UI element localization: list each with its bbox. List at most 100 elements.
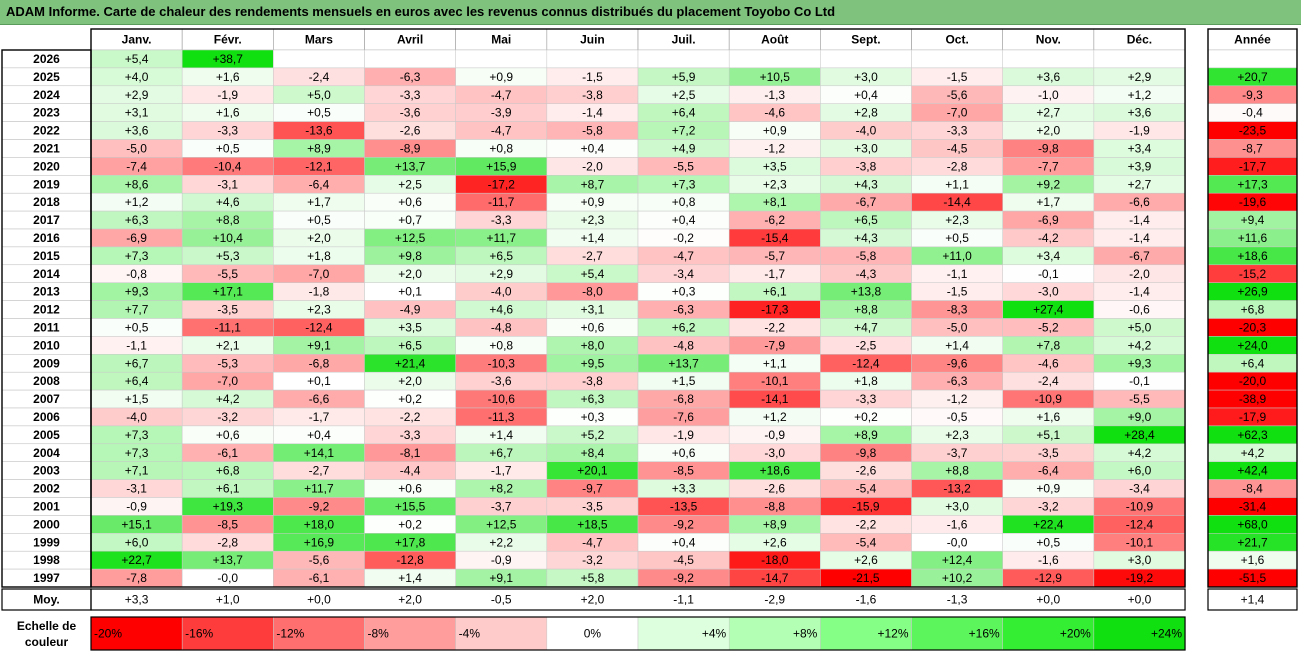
cell-value: +9,8 (398, 249, 422, 263)
cell-value: -6,4 (309, 177, 330, 191)
cell-value: +7,8 (1036, 338, 1060, 352)
cell-value: -14,4 (943, 195, 971, 209)
average-value: +3,3 (125, 593, 149, 607)
year-label-2026: 2026 (33, 52, 60, 66)
cell-value: -5,4 (856, 482, 877, 496)
cell-value: +3,6 (1036, 70, 1060, 84)
cell-value: +2,0 (1036, 124, 1060, 138)
cell-value: +11,0 (942, 249, 972, 263)
cell-value: +1,1 (945, 177, 969, 191)
cell-value: +9,3 (125, 285, 149, 299)
cell-value: +0,1 (307, 374, 331, 388)
cell-value: +6,2 (672, 320, 696, 334)
cell-value: -4,2 (1038, 231, 1059, 245)
heat-cell (364, 49, 456, 69)
cell-value: -6,4 (1038, 464, 1059, 478)
annual-value-2024: -9,3 (1242, 88, 1263, 102)
cell-value: -4,0 (491, 285, 512, 299)
cell-value: +7,2 (672, 124, 696, 138)
year-label-2001: 2001 (33, 499, 60, 513)
cell-value: +13,7 (395, 159, 426, 173)
scale-label-line1: Echelle de (17, 619, 77, 633)
cell-value: -4,5 (673, 553, 694, 567)
cell-value: -1,0 (1038, 88, 1059, 102)
cell-value: +0,6 (398, 482, 422, 496)
cell-value: +0,6 (216, 428, 240, 442)
cell-value: +2,3 (763, 177, 787, 191)
cell-value: -1,9 (673, 428, 694, 442)
cell-value: -4,7 (582, 535, 603, 549)
cell-value: +3,0 (854, 70, 878, 84)
cell-value: -9,2 (673, 571, 694, 585)
scale-label: +12% (877, 627, 908, 641)
cell-value: +2,6 (763, 535, 787, 549)
annual-value-2017: +9,4 (1241, 213, 1265, 227)
cell-value: -7,0 (217, 374, 238, 388)
cell-value: -21,5 (852, 571, 880, 585)
cell-value: +0,9 (1036, 482, 1060, 496)
chart-title: ADAM Informe. Carte de chaleur des rende… (6, 4, 836, 19)
cell-value: -2,6 (764, 482, 785, 496)
annual-value-2023: -0,4 (1242, 106, 1263, 120)
column-header-4: Avril (397, 33, 423, 47)
cell-value: -3,5 (217, 303, 238, 317)
cell-value: +1,2 (1128, 88, 1152, 102)
cell-value: -4,6 (764, 106, 785, 120)
cell-value: +15,5 (395, 499, 426, 513)
cell-value: -6,2 (764, 213, 785, 227)
cell-value: +1,5 (672, 374, 696, 388)
cell-value: +0,9 (489, 70, 513, 84)
cell-value: -4,4 (400, 464, 421, 478)
cell-value: -2,6 (856, 464, 877, 478)
cell-value: +8,7 (581, 177, 605, 191)
cell-value: +4,2 (1128, 338, 1152, 352)
cell-value: +7,3 (125, 249, 149, 263)
cell-value: -8,0 (582, 285, 603, 299)
cell-value: +6,3 (581, 392, 605, 406)
cell-value: +1,1 (763, 356, 787, 370)
cell-value: -3,2 (217, 410, 238, 424)
cell-value: -2,2 (764, 320, 785, 334)
annual-value-2002: -8,4 (1242, 482, 1263, 496)
cell-value: -1,1 (126, 338, 147, 352)
cell-value: -2,8 (217, 535, 238, 549)
cell-value: -11,3 (488, 410, 515, 424)
cell-value: -8,1 (400, 446, 421, 460)
annual-border (1207, 28, 1298, 588)
cell-value: -12,8 (396, 553, 424, 567)
cell-value: +18,0 (304, 517, 335, 531)
scale-swatch (546, 616, 639, 651)
cell-value: -6,3 (400, 70, 421, 84)
cell-value: -0,9 (491, 553, 512, 567)
cell-value: +1,5 (125, 392, 149, 406)
cell-value: -5,3 (217, 356, 238, 370)
cell-value: +8,1 (763, 195, 787, 209)
cell-value: +3,1 (125, 106, 149, 120)
cell-value: +22,4 (1033, 517, 1064, 531)
cell-value: -1,5 (582, 70, 603, 84)
cell-value: +0,4 (854, 88, 878, 102)
cell-value: +1,4 (581, 231, 605, 245)
cell-value: +15,9 (486, 159, 517, 173)
cell-value: +2,0 (307, 231, 331, 245)
annual-value-2006: -17,9 (1239, 410, 1267, 424)
annual-value-2010: +24,0 (1237, 338, 1268, 352)
annual-value-2013: +26,9 (1237, 285, 1268, 299)
heat-cell (637, 49, 730, 69)
average-value: -1,6 (856, 593, 877, 607)
column-header-6: Juin (580, 33, 605, 47)
cell-value: -6,7 (1129, 249, 1150, 263)
cell-value: -1,4 (582, 106, 603, 120)
column-header-3: Mars (305, 33, 333, 47)
cell-value: +5,4 (125, 52, 149, 66)
scale-label: +4% (702, 627, 727, 641)
cell-value: +6,5 (489, 249, 513, 263)
average-annual-cell (1207, 588, 1298, 611)
cell-value: +0,3 (672, 285, 696, 299)
cell-value: +2,0 (398, 267, 422, 281)
cell-value: +6,8 (216, 464, 240, 478)
cell-value: +0,5 (307, 213, 331, 227)
cell-value: +0,6 (398, 195, 422, 209)
year-label-2004: 2004 (33, 446, 60, 460)
cell-value: -3,3 (856, 392, 877, 406)
